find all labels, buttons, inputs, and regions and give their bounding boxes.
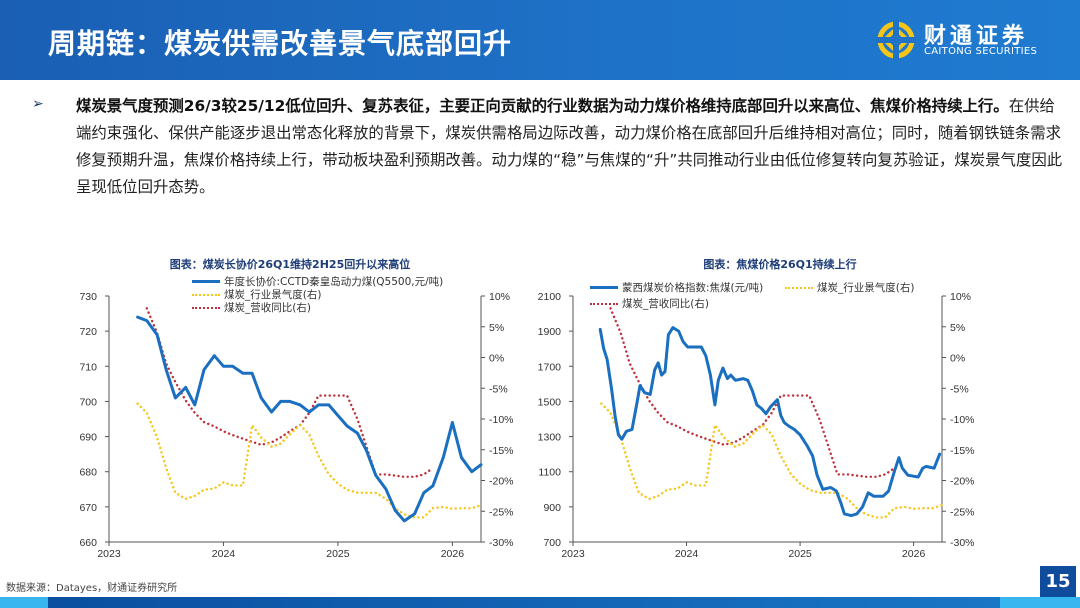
y-tick-label-left: 700	[79, 396, 97, 408]
y-tick-label-right: -15%	[489, 445, 514, 457]
y-tick-label-right: -25%	[489, 506, 514, 518]
body-paragraph: 煤炭景气度预测26/3较25/12低位回升、复苏表征，主要正向贡献的行业数据为动…	[76, 93, 1066, 201]
y-tick-label-right: -25%	[950, 506, 975, 518]
data-source: 数据来源：Datayes，财通证券研究所	[6, 583, 178, 594]
legend-label: 煤炭_营收同比(右)	[622, 298, 709, 310]
chart-1-title: 图表：煤炭长协价26Q1维持2H25回升以来高位	[169, 258, 411, 271]
x-tick-label: 2024	[212, 548, 236, 560]
y-tick-label-left: 670	[79, 502, 97, 514]
y-tick-label-left: 1300	[538, 432, 562, 444]
y-tick-label-left: 900	[543, 502, 561, 514]
logo-text-en: CAITONG SECURITIES	[924, 46, 1038, 57]
series-line-prosperity	[136, 402, 483, 519]
y-tick-label-right: 5%	[950, 322, 965, 334]
legend-item: 年度长协价:CCTD秦皇岛动力煤(Q5500,元/吨)	[192, 274, 443, 289]
series-line-prosperity	[600, 402, 944, 519]
legend-item: 煤炭_营收同比(右)	[590, 296, 709, 311]
y-tick-label-right: 0%	[489, 353, 504, 365]
body-text: 在供给端约束强化、保供产能逐步退出常态化释放的背景下，煤炭供需格局边际改善，动力…	[76, 97, 1063, 196]
y-tick-label-left: 710	[79, 361, 97, 373]
page-number: 15	[1040, 566, 1076, 597]
bullet-arrow-icon: ➢	[32, 96, 44, 112]
legend-item: 煤炭_行业景气度(右)	[785, 280, 914, 295]
y-tick-label-left: 700	[543, 537, 561, 549]
y-tick-label-left: 1500	[538, 396, 562, 408]
y-tick-label-left: 660	[79, 537, 97, 549]
page-title: 周期链：煤炭供需改善景气底部回升	[48, 27, 513, 60]
y-tick-label-right: 5%	[489, 322, 504, 334]
y-tick-label-left: 680	[79, 467, 97, 479]
caitong-logo: 财通证券 CAITONG SECURITIES	[876, 18, 1066, 62]
x-tick-label: 2023	[561, 548, 585, 560]
y-tick-label-right: 0%	[950, 353, 965, 365]
series-line-revenue-yoy	[609, 307, 896, 478]
legend-label: 年度长协价:CCTD秦皇岛动力煤(Q5500,元/吨)	[224, 276, 444, 288]
logo-text-cn: 财通证券	[924, 24, 1029, 49]
y-tick-label-right: -5%	[950, 383, 969, 395]
series-line-price	[136, 315, 483, 523]
series-line-revenue-yoy	[145, 307, 435, 478]
y-tick-label-left: 1900	[538, 326, 562, 338]
x-tick-label: 2024	[675, 548, 699, 560]
y-tick-label-left: 690	[79, 432, 97, 444]
y-tick-label-left: 1100	[538, 467, 561, 479]
y-tick-label-left: 1700	[538, 361, 562, 373]
y-tick-label-right: -10%	[489, 414, 514, 426]
footer-bar	[0, 597, 1080, 608]
y-tick-label-left: 720	[79, 326, 97, 338]
x-tick-label: 2026	[441, 548, 465, 560]
legend-label: 煤炭_行业景气度(右)	[224, 289, 322, 301]
y-tick-label-right: -30%	[489, 537, 514, 549]
y-tick-label-left: 2100	[538, 291, 562, 303]
legend-label: 蒙西煤炭价格指数:焦煤(元/吨)	[622, 282, 764, 294]
y-tick-label-right: 10%	[489, 291, 510, 303]
body-bold: 煤炭景气度预测26/3较25/12低位回升、复苏表征，主要正向贡献的行业数据为动…	[76, 97, 1009, 115]
legend-item: 蒙西煤炭价格指数:焦煤(元/吨)	[590, 280, 763, 295]
series-line-price	[598, 326, 942, 518]
legend-label: 煤炭_行业景气度(右)	[817, 282, 915, 294]
legend-item: 煤炭_行业景气度(右)	[192, 287, 321, 302]
legend-label: 煤炭_营收同比(右)	[224, 302, 311, 314]
y-tick-label-right: -20%	[489, 476, 514, 488]
logo-icon	[876, 20, 916, 60]
y-tick-label-right: -20%	[950, 476, 975, 488]
y-tick-label-right: -5%	[489, 383, 508, 395]
y-tick-label-right: -15%	[950, 445, 975, 457]
header-bar: 周期链：煤炭供需改善景气底部回升 财通证券 CAITONG SECURITIES	[0, 0, 1080, 80]
legend-item: 煤炭_营收同比(右)	[192, 300, 311, 315]
y-tick-label-right: -10%	[950, 414, 975, 426]
x-tick-label: 2025	[326, 548, 350, 560]
chart-2-title: 图表：焦煤价格26Q1持续上行	[703, 258, 857, 271]
x-tick-label: 2026	[902, 548, 926, 560]
y-tick-label-right: -30%	[950, 537, 975, 549]
x-tick-label: 2025	[788, 548, 812, 560]
y-tick-label-left: 730	[79, 291, 97, 303]
y-tick-label-right: 10%	[950, 291, 971, 303]
x-tick-label: 2023	[97, 548, 121, 560]
